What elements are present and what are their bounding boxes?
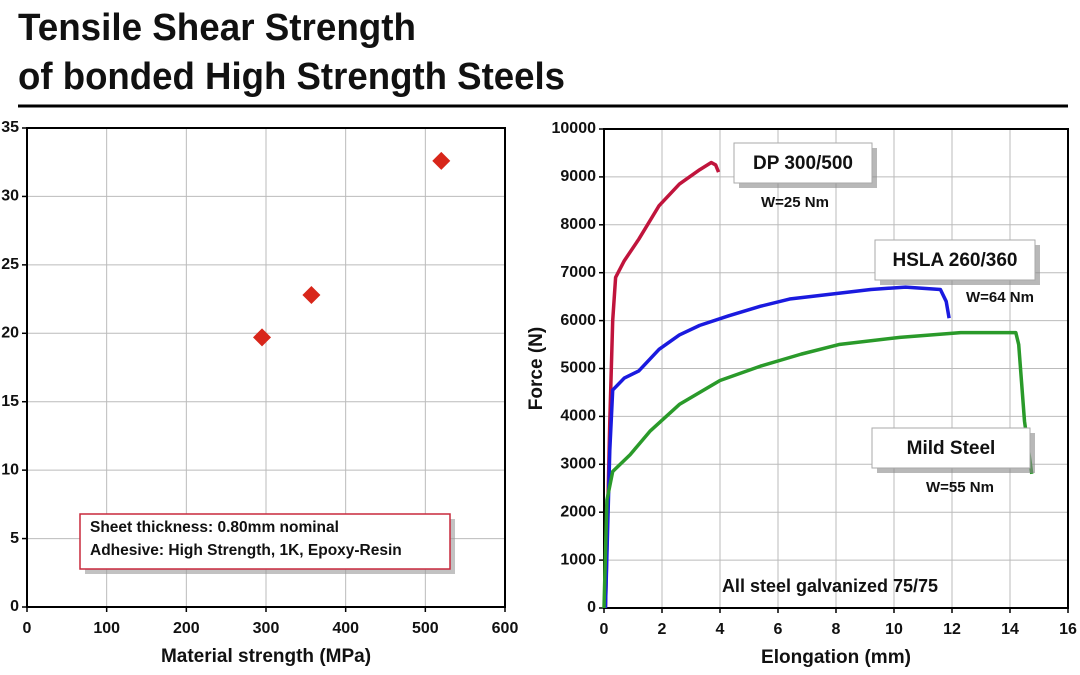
y-tick-label: 30	[1, 188, 19, 205]
y-tick-label: 7000	[560, 264, 596, 281]
plot-border	[26, 127, 506, 608]
y-axis-label: Force (N)	[526, 327, 547, 410]
label-box	[874, 239, 1036, 281]
y-tick-label: 3000	[560, 456, 596, 473]
label-box	[871, 427, 1031, 469]
y-tick-label: 10	[1, 461, 19, 478]
data-point	[302, 285, 321, 304]
y-tick-label: 25	[1, 256, 19, 273]
y-tick-label: 9000	[560, 168, 596, 185]
y-tick-label: 5000	[560, 360, 596, 377]
x-axis-label: Material strength (MPa)	[161, 646, 371, 667]
series-line	[603, 285, 951, 609]
y-tick-label: 2000	[560, 503, 596, 520]
y-tick-label: 8000	[560, 216, 596, 233]
title-line: Tensile Shear Strength	[18, 7, 416, 49]
x-tick-label: 500	[412, 620, 439, 637]
x-tick-label: 300	[253, 620, 280, 637]
x-axis-label: Elongation (mm)	[761, 647, 911, 668]
y-tick-label: 35	[1, 119, 19, 136]
y-tick-label: 10000	[552, 120, 597, 137]
y-tick-label: 4000	[560, 408, 596, 425]
y-tick-label: 20	[1, 325, 19, 342]
annotation: W=55 Nm	[926, 479, 994, 496]
series-line	[602, 330, 1034, 609]
x-tick-label: 14	[1001, 621, 1019, 638]
y-tick-label: 0	[10, 598, 19, 615]
x-tick-label: 0	[600, 621, 609, 638]
series-line	[603, 160, 721, 609]
x-tick-label: 400	[332, 620, 359, 637]
annotation: Adhesive: High Strength, 1K, Epoxy-Resin	[90, 542, 402, 559]
y-tick-label: 1000	[560, 551, 596, 568]
y-tick-label: 0	[587, 599, 596, 616]
x-tick-label: 100	[93, 620, 120, 637]
y-tick-label: 6000	[560, 312, 596, 329]
series-label: DP 300/500	[753, 153, 853, 174]
x-tick-label: 2	[658, 621, 667, 638]
data-point	[432, 151, 451, 170]
series-label: Mild Steel	[907, 438, 996, 459]
label-box	[733, 142, 873, 184]
x-tick-label: 600	[492, 620, 519, 637]
x-tick-label: 6	[774, 621, 783, 638]
title-line: of bonded High Strength Steels	[18, 56, 565, 98]
x-tick-label: 16	[1059, 621, 1077, 638]
x-tick-label: 8	[832, 621, 841, 638]
annotation: All steel galvanized 75/75	[722, 576, 938, 596]
annotation: W=64 Nm	[966, 289, 1034, 306]
x-tick-label: 4	[716, 621, 725, 638]
data-point	[253, 328, 272, 347]
y-tick-label: 15	[1, 393, 19, 410]
x-tick-label: 12	[943, 621, 961, 638]
y-tick-label: 5	[10, 530, 19, 547]
x-tick-label: 10	[885, 621, 903, 638]
annotation: Sheet thickness: 0.80mm nominal	[90, 519, 339, 536]
x-tick-label: 200	[173, 620, 200, 637]
annotation: W=25 Nm	[761, 194, 829, 211]
plot-border	[603, 128, 1069, 609]
annotation-box	[79, 513, 451, 570]
x-tick-label: 0	[23, 620, 32, 637]
series-label: HSLA 260/360	[893, 250, 1018, 271]
